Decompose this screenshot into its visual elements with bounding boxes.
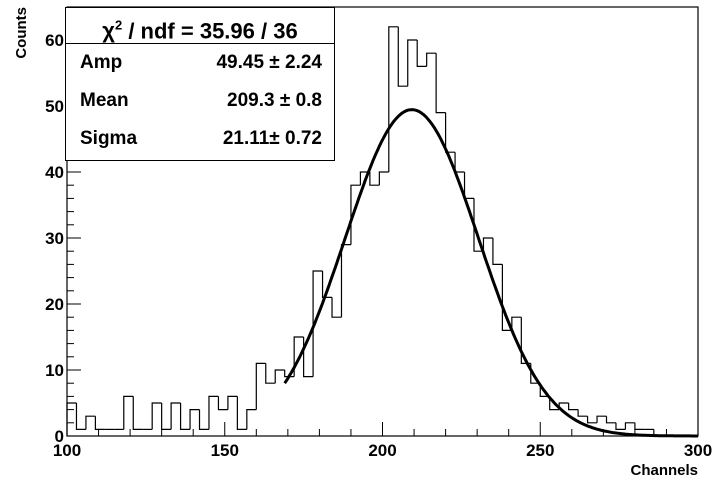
histogram-bin bbox=[492, 238, 503, 265]
x-tick-labels: 100 150 200 250 300 bbox=[53, 441, 712, 460]
histogram-bin bbox=[265, 363, 276, 384]
stats-row-sigma: Sigma 21.11± 0.72 bbox=[66, 120, 334, 158]
histogram-bin bbox=[501, 264, 512, 331]
x-tick-label: 300 bbox=[684, 441, 712, 460]
histogram-bin bbox=[161, 403, 172, 430]
histogram-bin bbox=[463, 172, 474, 199]
histogram-bin bbox=[255, 362, 266, 410]
fit-curve bbox=[283, 108, 698, 438]
histogram-bin bbox=[596, 415, 607, 423]
histogram-bin bbox=[568, 403, 579, 411]
stats-value: 21.11± 0.72 bbox=[222, 128, 322, 149]
histogram-bin bbox=[397, 26, 408, 87]
stats-label: Sigma bbox=[80, 128, 138, 149]
histogram-bin bbox=[132, 396, 143, 430]
histogram-bin bbox=[217, 396, 228, 411]
stats-row-amp: Amp 49.45 ± 2.24 bbox=[66, 44, 334, 82]
chi2-header: χ2 / ndf = 35.96 / 36 bbox=[66, 8, 334, 44]
histogram-bin bbox=[208, 395, 219, 430]
y-tick-label: 40 bbox=[45, 163, 64, 182]
histogram-bin bbox=[605, 416, 616, 424]
chi2-ndf-text: / ndf = 35.96 / 36 bbox=[128, 18, 298, 44]
histogram-bin bbox=[246, 409, 257, 430]
stats-value: 209.3 ± 0.8 bbox=[227, 90, 322, 111]
chi-symbol: χ2 bbox=[102, 18, 123, 44]
histogram-bin bbox=[227, 395, 238, 410]
histogram-bin bbox=[75, 403, 86, 430]
x-tick-label: 100 bbox=[53, 441, 81, 460]
y-tick-label: 60 bbox=[45, 31, 64, 50]
histogram-bin bbox=[179, 403, 191, 430]
histogram-bin bbox=[198, 409, 209, 430]
y-tick-label: 20 bbox=[45, 295, 64, 314]
histogram-bin bbox=[586, 416, 598, 424]
y-tick-label: 30 bbox=[45, 229, 64, 248]
histogram-bin bbox=[426, 52, 437, 67]
histogram-bin bbox=[577, 409, 588, 417]
y-tick-label: 50 bbox=[45, 97, 64, 116]
stats-label: Amp bbox=[80, 52, 123, 73]
histogram-bin bbox=[123, 395, 134, 430]
fit-stats-box: χ2 / ndf = 35.96 / 36 Amp 49.45 ± 2.24 M… bbox=[65, 7, 335, 161]
histogram-bin bbox=[454, 152, 465, 173]
histogram-bin bbox=[321, 271, 333, 298]
histogram-bin bbox=[473, 198, 484, 252]
stats-value: 49.45 ± 2.24 bbox=[216, 52, 322, 73]
histogram-bin bbox=[416, 40, 427, 67]
x-tick-label: 250 bbox=[526, 441, 554, 460]
histogram-bin bbox=[312, 270, 323, 377]
x-tick-label: 150 bbox=[211, 441, 239, 460]
stats-row-mean: Mean 209.3 ± 0.8 bbox=[66, 82, 334, 120]
histogram-bin bbox=[445, 112, 456, 153]
histogram-bin bbox=[94, 416, 105, 430]
histogram-bin bbox=[634, 422, 645, 430]
histogram-bin bbox=[615, 422, 626, 430]
histogram-bin bbox=[66, 402, 77, 436]
histogram-bin bbox=[331, 297, 342, 318]
histogram-bin bbox=[293, 336, 304, 377]
y-tick-label: 0 bbox=[55, 427, 64, 446]
stats-label: Mean bbox=[80, 90, 129, 111]
histogram-bin bbox=[274, 369, 285, 384]
histogram-bin bbox=[340, 244, 351, 318]
y-axis-title: Counts bbox=[13, 7, 30, 59]
histogram-bin bbox=[189, 409, 200, 430]
histogram-bin bbox=[407, 39, 418, 87]
histogram-bin bbox=[236, 396, 247, 430]
histogram-bin bbox=[284, 370, 295, 378]
histogram-bin bbox=[369, 172, 380, 186]
y-tick-labels: 0 10 20 30 40 50 60 bbox=[45, 31, 64, 446]
histogram-bin bbox=[378, 171, 389, 186]
histogram-bin bbox=[549, 396, 560, 411]
x-axis-title: Channels bbox=[630, 462, 698, 479]
y-tick-label: 10 bbox=[45, 361, 64, 380]
histogram-bin bbox=[624, 422, 635, 430]
histogram-bin bbox=[170, 402, 181, 430]
histogram-bin bbox=[435, 53, 446, 114]
histogram-bin bbox=[511, 316, 522, 331]
histogram-bin bbox=[85, 415, 96, 430]
histogram-bin bbox=[151, 402, 162, 430]
x-tick-label: 200 bbox=[368, 441, 396, 460]
histogram-bin bbox=[388, 26, 399, 172]
histogram-bin bbox=[482, 237, 493, 252]
histogram-bin bbox=[359, 171, 370, 186]
